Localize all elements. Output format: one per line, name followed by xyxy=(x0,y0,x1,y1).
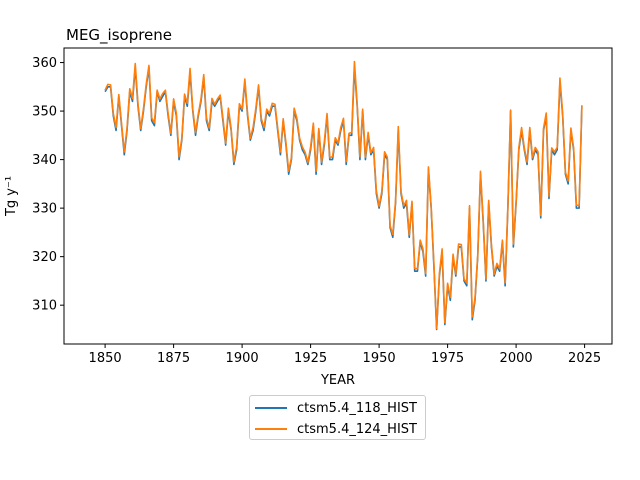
x-tick-label: 1900 xyxy=(226,351,259,366)
y-tick-label: 320 xyxy=(32,250,57,265)
legend-label-0: ctsm5.4_118_HIST xyxy=(297,400,417,416)
x-tick-label: 1975 xyxy=(431,351,464,366)
y-axis-label: Tg y⁻¹ xyxy=(4,176,19,217)
legend: ctsm5.4_118_HIST ctsm5.4_124_HIST xyxy=(249,395,426,440)
series-layer xyxy=(104,60,583,331)
chart-title: MEG_isoprene xyxy=(66,26,172,45)
x-tick-label: 1850 xyxy=(89,351,122,366)
y-tick-label: 350 xyxy=(32,105,57,120)
x-tick-label: 1875 xyxy=(157,351,190,366)
y-axis: 310 320 330 340 350 360 xyxy=(32,56,64,314)
y-tick-label: 310 xyxy=(32,299,57,314)
series-line-1 xyxy=(104,60,583,330)
y-tick-label: 340 xyxy=(32,153,57,168)
y-tick-label: 360 xyxy=(32,56,57,71)
y-tick-label: 330 xyxy=(32,202,57,217)
legend-label-1: ctsm5.4_124_HIST xyxy=(297,421,417,437)
x-axis-label: YEAR xyxy=(320,373,355,388)
x-tick-label: 2025 xyxy=(568,351,601,366)
x-tick-label: 1950 xyxy=(363,351,396,366)
legend-item-1: ctsm5.4_124_HIST xyxy=(255,420,417,438)
x-tick-label: 2000 xyxy=(500,351,533,366)
plot-frame xyxy=(63,47,613,345)
x-tick-label: 1925 xyxy=(294,351,327,366)
legend-item-0: ctsm5.4_118_HIST xyxy=(255,399,417,417)
x-axis: 1850 1875 1900 1925 1950 1975 2000 2025 xyxy=(89,344,601,366)
legend-swatch-1 xyxy=(255,428,287,430)
legend-swatch-0 xyxy=(255,407,287,409)
